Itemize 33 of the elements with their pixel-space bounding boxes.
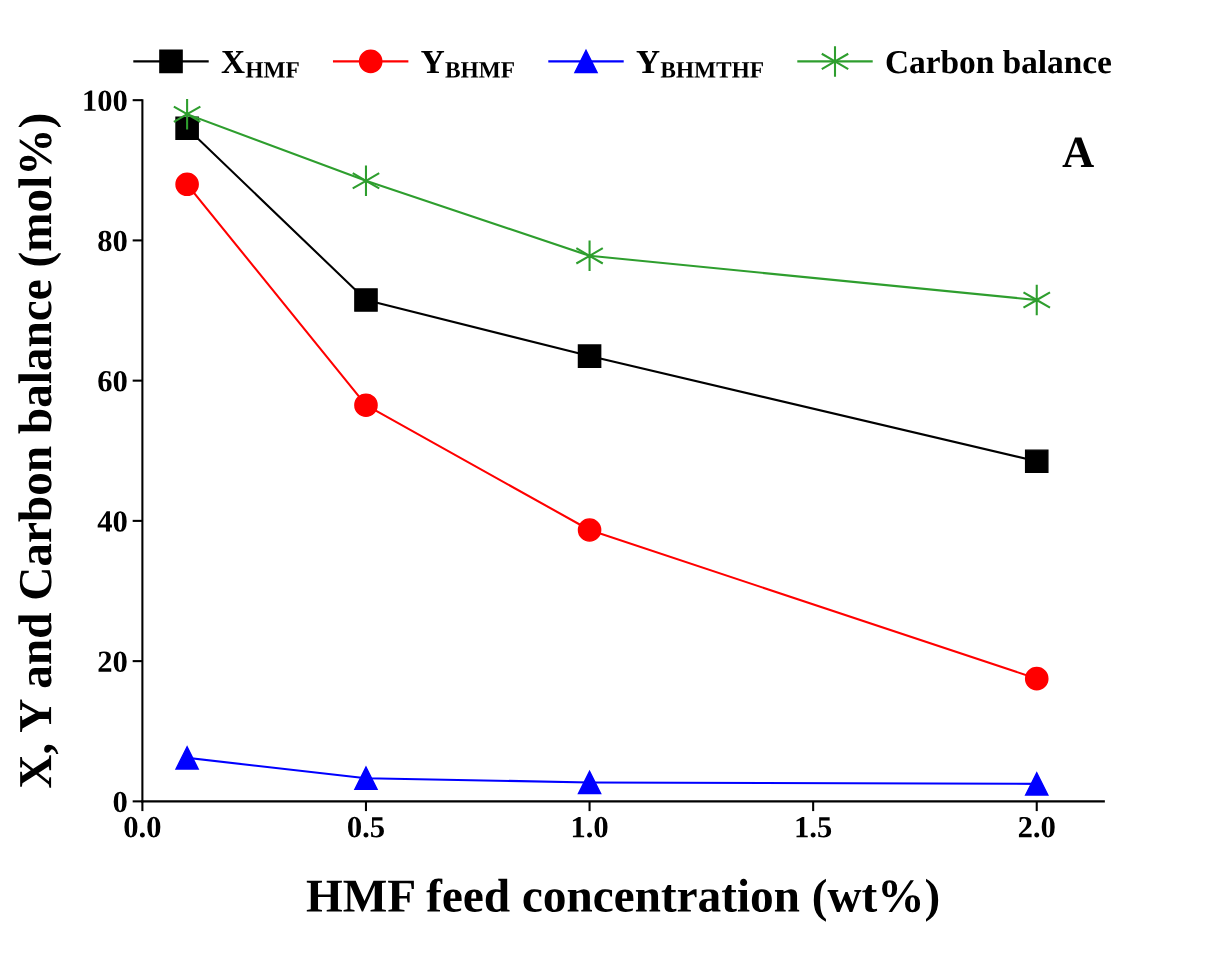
y-tick-label: 100 — [84, 90, 127, 112]
point — [172, 97, 202, 131]
x-axis-title: HMF feed concentration (wt%) — [306, 878, 939, 922]
point — [354, 393, 378, 417]
x-tick-label: 1.5 — [796, 816, 832, 838]
point — [1024, 449, 1049, 474]
y-tick-label: 40 — [97, 511, 127, 532]
y-tick-label: 20 — [98, 651, 127, 673]
point — [354, 766, 378, 791]
point — [577, 344, 602, 368]
point — [577, 770, 602, 795]
point — [354, 288, 378, 312]
legend-label: Carbon balance — [886, 49, 1112, 74]
x-tick-label: 0.5 — [348, 816, 384, 838]
x-tick-label: 0.0 — [124, 816, 161, 838]
point — [1024, 666, 1049, 691]
y-axis-title: X, Y and Carbon balance (mol%) — [18, 114, 62, 788]
point — [351, 164, 381, 198]
y-tick-label: 60 — [98, 370, 127, 392]
point — [175, 746, 199, 770]
y-tick-label: 80 — [98, 230, 127, 252]
x-tick-label: 2.0 — [1018, 816, 1055, 838]
legend-label: Y$_{BHMF}$ — [421, 51, 514, 78]
legend-label: X$_{HMF}$ — [221, 51, 299, 78]
x-tick-label: 1.0 — [572, 816, 608, 838]
point — [175, 172, 199, 197]
point — [577, 518, 602, 542]
annotation: A — [1062, 137, 1094, 167]
point — [1024, 772, 1049, 796]
point — [1022, 283, 1052, 317]
y-tick-label: 0 — [113, 791, 127, 813]
legend-label: Y$_{BHMTHF}$ — [636, 51, 763, 78]
point — [575, 239, 604, 273]
